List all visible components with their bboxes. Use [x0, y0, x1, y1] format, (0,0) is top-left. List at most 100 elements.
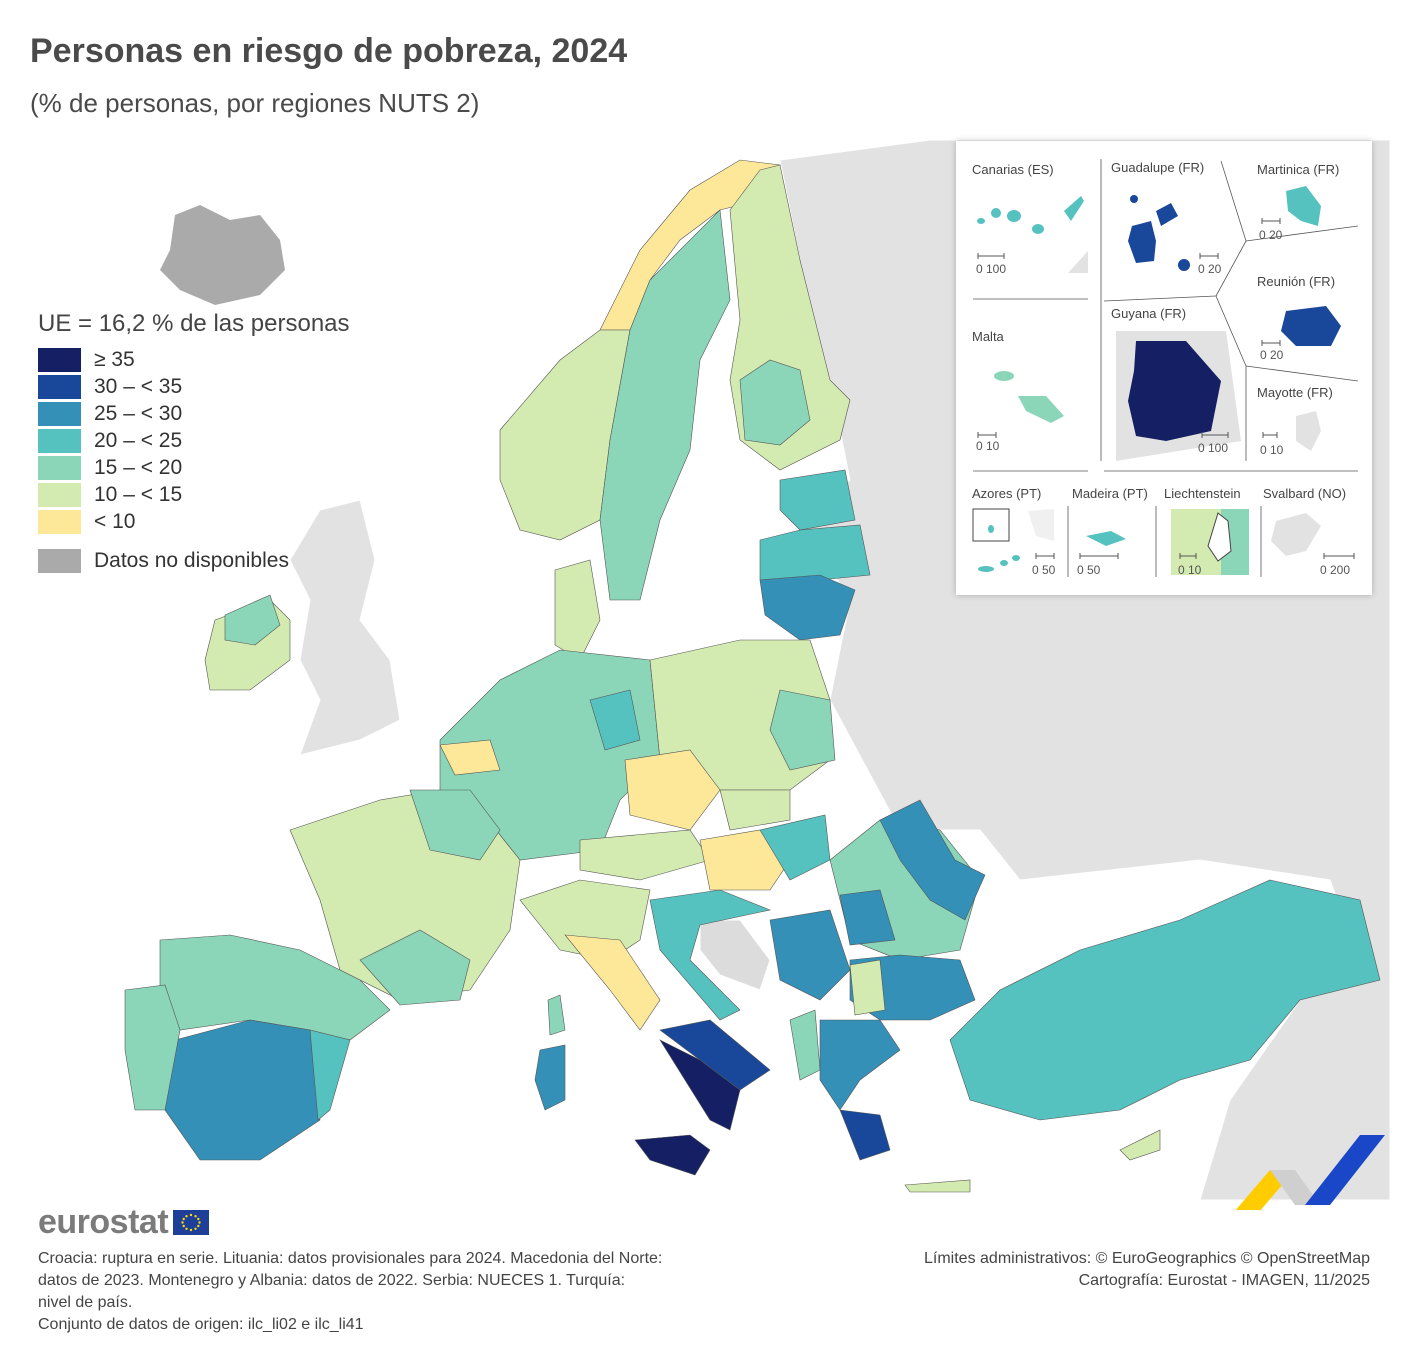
- legend-swatch: [38, 428, 81, 453]
- inset-label-canarias: Canarias (ES): [972, 162, 1054, 177]
- inset-label-madeira: Madeira (PT): [1072, 486, 1148, 501]
- azores-grey: [1028, 509, 1054, 541]
- region-romania-sw: [839, 889, 896, 946]
- legend-label: 15 – < 20: [94, 455, 183, 479]
- legend-title: UE = 16,2 % de las personas: [38, 310, 350, 337]
- region-serbia: [769, 909, 851, 1001]
- scale-label-guadalupe: 0 20: [1198, 262, 1222, 276]
- guadalupe-islands: [1128, 195, 1190, 271]
- legend-swatch: [38, 374, 81, 399]
- region-slovakia: [719, 789, 791, 831]
- region-portugal: [124, 984, 181, 1111]
- legend-label: 30 – < 35: [94, 374, 183, 398]
- legend-label: ≥ 35: [94, 347, 135, 371]
- region-turkey: [949, 879, 1381, 1121]
- region-italy-south: [659, 1019, 771, 1091]
- region-france-south: [359, 929, 471, 1006]
- inset-label-svalbard: Svalbard (NO): [1263, 486, 1347, 501]
- footnote-line: Conjunto de datos de origen: ilc_li02 e …: [38, 1316, 364, 1333]
- region-france-north: [409, 789, 501, 861]
- legend-item: 30 – < 35: [38, 373, 350, 400]
- legend-na-item: Datos no disponibles: [38, 549, 350, 573]
- region-cyprus: [1119, 1129, 1161, 1161]
- region-hungary: [699, 829, 791, 891]
- legend-label: < 10: [94, 509, 136, 533]
- scale-label-azores: 0 50: [1032, 563, 1056, 577]
- region-austria: [579, 829, 711, 881]
- azores-islands: [978, 525, 1020, 572]
- region-crete: [904, 1179, 971, 1193]
- region-sicily: [634, 1134, 711, 1176]
- map-title: Personas en riesgo de pobreza, 2024: [30, 32, 628, 70]
- eurostat-stripe-grey: [1270, 1170, 1320, 1205]
- region-ireland-nw: [224, 594, 281, 646]
- scale-label-reunion: 0 20: [1260, 348, 1284, 362]
- eurostat-stripe-blue: [1305, 1135, 1385, 1205]
- footnote-line: nivel de país.: [38, 1294, 133, 1311]
- guyana-territory: [1128, 341, 1221, 441]
- region-greece: [819, 1019, 901, 1111]
- scale-bars: [977, 218, 1355, 559]
- madeira-island: [1086, 531, 1126, 546]
- scale-label-mayotte: 0 10: [1260, 443, 1284, 457]
- legend-label: 10 – < 15: [94, 482, 183, 506]
- eurostat-logo: eurostat: [38, 1203, 210, 1242]
- iceland: [160, 205, 285, 305]
- region-finland-east: [739, 359, 811, 446]
- scale-label-malta: 0 10: [976, 439, 1000, 453]
- legend-swatch: [38, 455, 81, 480]
- region-romania-ne: [879, 799, 986, 921]
- canarias-islands: [977, 196, 1084, 234]
- legend-item: < 10: [38, 508, 350, 535]
- azores-box: [972, 508, 1010, 542]
- legend-item: 25 – < 30: [38, 400, 350, 427]
- region-sardinia: [534, 1044, 566, 1111]
- region-estonia: [779, 469, 856, 531]
- eurostat-wordmark: eurostat: [38, 1203, 169, 1241]
- map-subtitle: (% de personas, por regiones NUTS 2): [30, 88, 480, 118]
- eu-flag-icon: [173, 1210, 210, 1235]
- reunion-island: [1281, 306, 1341, 346]
- canarias-grey-coast: [1068, 251, 1088, 273]
- inset-label-martinica: Martinica (FR): [1257, 162, 1340, 177]
- balkans-grey: [699, 919, 771, 991]
- region-north-macedonia: [849, 959, 886, 1016]
- inset-label-reunion: Reunión (FR): [1257, 274, 1336, 289]
- region-albania: [789, 1009, 821, 1081]
- region-poland-east: [769, 689, 836, 771]
- martinica-island: [1286, 186, 1321, 226]
- region-spain-east: [309, 1029, 351, 1121]
- region-lithuania: [759, 574, 856, 641]
- scale-label-guyana: 0 100: [1198, 441, 1229, 455]
- credits-line: Cartografía: Eurostat - IMAGEN, 11/2025: [1078, 1272, 1370, 1289]
- legend-swatch: [38, 347, 81, 372]
- legend-item: 10 – < 15: [38, 481, 350, 508]
- region-greece-south: [839, 1109, 891, 1161]
- legend-label: 25 – < 30: [94, 401, 183, 425]
- inset-label-malta: Malta: [972, 329, 1004, 344]
- legend-item: 15 – < 20: [38, 454, 350, 481]
- footnote-line: datos de 2023. Montenegro y Albania: dat…: [38, 1272, 626, 1289]
- inset-label-guyana: Guyana (FR): [1111, 306, 1187, 321]
- footnote: Croacia: ruptura en serie. Lituania: dat…: [38, 1248, 798, 1336]
- inset-panel: Canarias (ES) Guadalupe (FR) Martinica (…: [956, 141, 1372, 595]
- legend-swatch: [38, 509, 81, 534]
- credits: Límites administrativos: © EuroGeographi…: [924, 1248, 1370, 1292]
- inset-label-mayotte: Mayotte (FR): [1257, 385, 1333, 400]
- legend-na-swatch: [38, 549, 81, 573]
- inset-label-guadalupe: Guadalupe (FR): [1111, 160, 1205, 175]
- scale-label-svalbard: 0 200: [1320, 563, 1351, 577]
- region-sweden: [599, 209, 731, 601]
- legend: UE = 16,2 % de las personas ≥ 35 30 – < …: [38, 310, 350, 573]
- region-calabria: [659, 1039, 741, 1131]
- region-corsica: [547, 994, 566, 1036]
- region-spain-south: [164, 1019, 321, 1161]
- legend-swatch: [38, 401, 81, 426]
- scale-label-canarias: 0 100: [976, 262, 1007, 276]
- scale-label-madeira: 0 50: [1077, 563, 1101, 577]
- legend-na-label: Datos no disponibles: [94, 549, 289, 572]
- legend-item: 20 – < 25: [38, 427, 350, 454]
- region-latvia: [759, 524, 871, 581]
- region-germany-east: [589, 689, 641, 751]
- inset-graphics: [972, 159, 1359, 577]
